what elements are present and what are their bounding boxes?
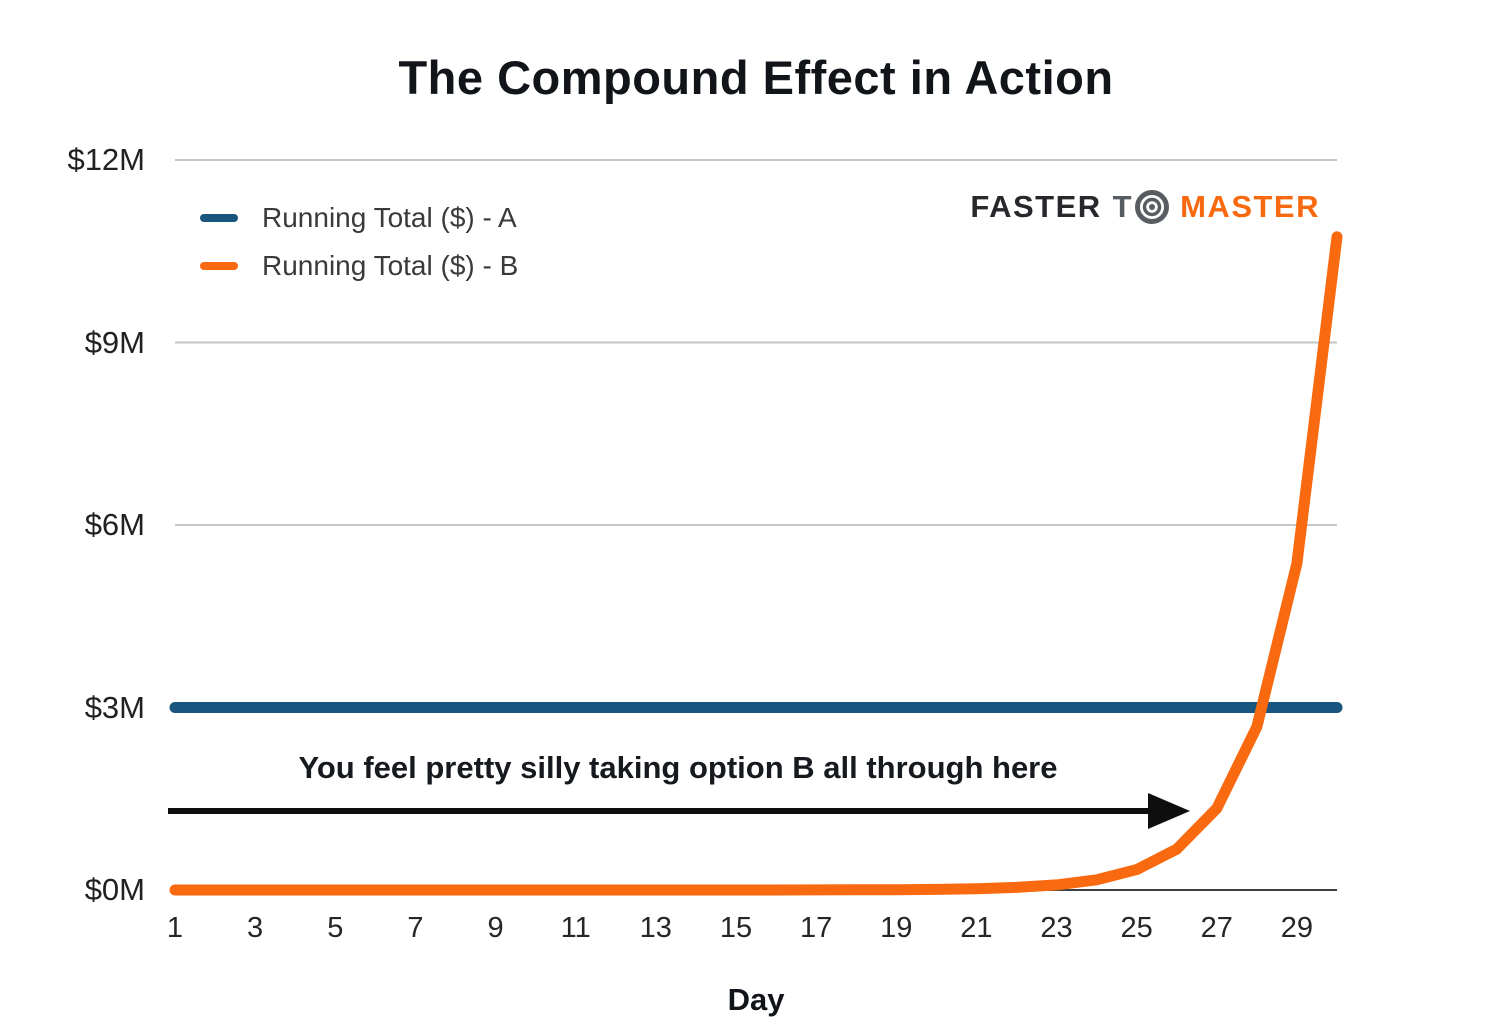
y-tick-label: $3M	[84, 689, 145, 725]
x-tick-label: 25	[1120, 912, 1153, 944]
annotation-text: You feel pretty silly taking option B al…	[298, 750, 1058, 785]
logo-text-t: T	[1112, 189, 1134, 224]
legend-label-series-b: Running Total ($) - B	[262, 250, 519, 281]
series-line-b	[169, 231, 1343, 896]
x-tick-label: 19	[880, 912, 913, 944]
x-tick-label: 7	[407, 912, 424, 944]
x-tick-label: 17	[799, 912, 833, 944]
brand-logo: FASTER T MASTER	[970, 184, 1320, 230]
annotation-arrow-head	[1148, 793, 1190, 829]
legend-item-series-a: Running Total ($) - A	[200, 194, 518, 242]
x-tick-label: 1	[166, 912, 184, 944]
logo-text-master: MASTER	[1180, 189, 1320, 224]
chart-title: The Compound Effect in Action	[398, 51, 1114, 104]
x-tick-label: 3	[247, 912, 264, 944]
x-tick-label: 29	[1280, 912, 1314, 944]
x-tick-label: 27	[1200, 912, 1233, 944]
x-tick-label: 21	[960, 912, 993, 944]
legend-item-series-b: Running Total ($) - B	[200, 242, 518, 290]
y-tick-label: $6M	[84, 507, 145, 542]
legend-label-series-a: Running Total ($) - A	[262, 202, 517, 233]
x-tick-label: 5	[327, 912, 344, 944]
x-tick-label: 15	[719, 912, 753, 944]
series-a-swatch-icon	[200, 214, 238, 222]
y-tick-label: $0M	[84, 872, 145, 907]
x-tick-label: 9	[487, 912, 504, 944]
y-tick-label: $12M	[67, 142, 145, 177]
x-axis-title: Day	[727, 982, 785, 1017]
series-b-swatch-icon	[200, 262, 238, 270]
x-tick-label: 11	[560, 912, 591, 944]
legend: Running Total ($) - A Running Total ($) …	[200, 194, 518, 290]
logo-text-faster: FASTER	[970, 189, 1102, 224]
y-tick-label: $9M	[84, 324, 145, 360]
bullseye-icon	[1135, 190, 1170, 224]
x-tick-label: 13	[639, 912, 672, 944]
x-tick-label: 23	[1040, 912, 1073, 944]
